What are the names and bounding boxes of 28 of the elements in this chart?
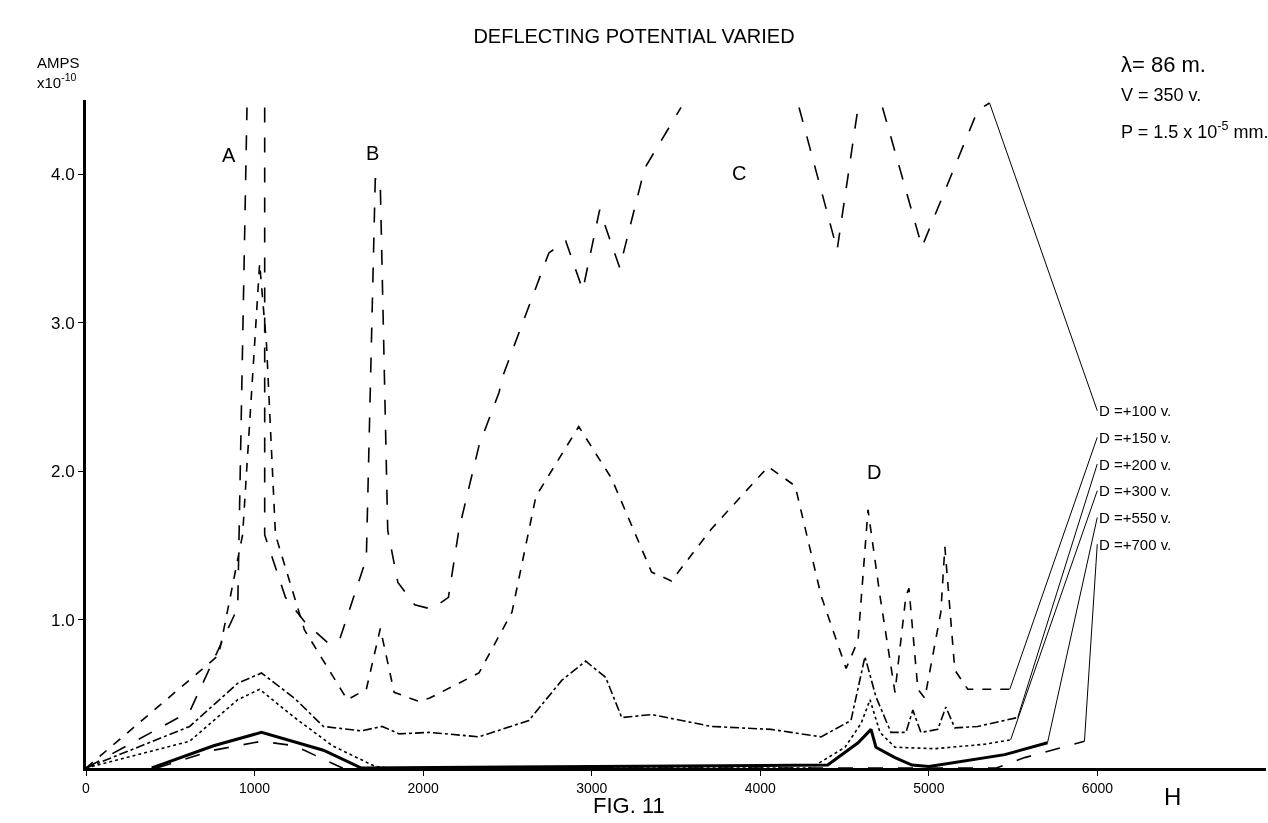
- y-tick-label: 3.0: [50, 313, 75, 333]
- annotation: P = 1.5 x 10$^{-5}$ mm.: [1121, 119, 1268, 142]
- y-tick-label: 2.0: [50, 462, 75, 482]
- text: D =+550 v.: [1099, 509, 1172, 526]
- annotation: V = 350 v.: [1121, 85, 1202, 105]
- x-tick-label: 5000: [913, 779, 945, 796]
- caption: FIG. 11: [593, 793, 665, 818]
- x-tick-label: 2000: [407, 779, 439, 796]
- text: D =+150 v.: [1099, 429, 1172, 446]
- y-tick-label: 1.0: [50, 610, 75, 630]
- text: D =+100 v.: [1099, 402, 1172, 419]
- x-tick-label: 4000: [744, 779, 777, 796]
- x-tick-label: 1000: [238, 779, 271, 796]
- y-tick-label: 4.0: [50, 165, 75, 185]
- text: D =+700 v.: [1099, 536, 1172, 553]
- text: D =+200 v.: [1099, 456, 1172, 473]
- annotation: A: [222, 144, 236, 166]
- text: D =+300 v.: [1099, 482, 1172, 499]
- annotation: D: [867, 461, 882, 483]
- x-axis-title: H: [1164, 783, 1182, 810]
- annotation: B: [366, 142, 380, 164]
- x-tick-label: 3000: [576, 779, 608, 796]
- annotation: C: [732, 162, 747, 184]
- x-tick-label: 0: [82, 779, 91, 796]
- text: λ= 86 m.: [1121, 52, 1206, 77]
- x-tick-label: 6000: [1081, 779, 1114, 796]
- chart-title: DEFLECTING POTENTIAL VARIED: [473, 24, 795, 47]
- y-axis-title: AMPS x10$^{-10}$: [37, 54, 80, 91]
